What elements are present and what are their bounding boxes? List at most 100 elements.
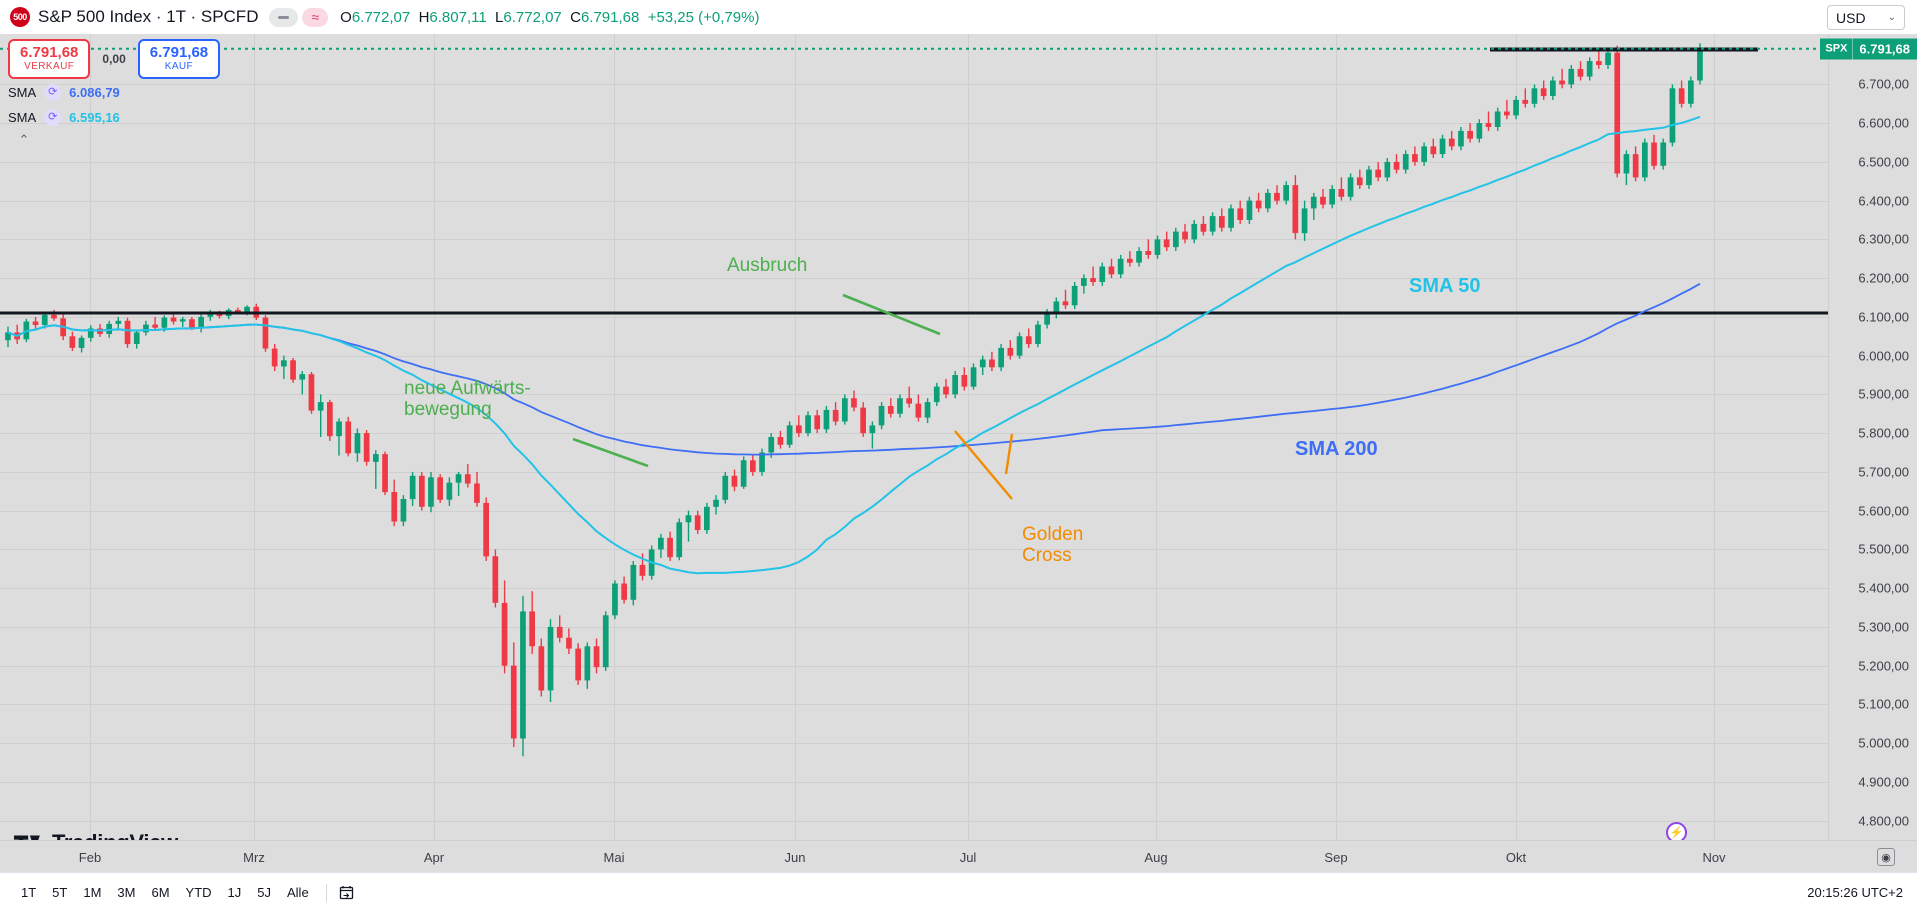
annotation-sma-200-label[interactable]: SMA 200 (1295, 438, 1378, 460)
grid-line (0, 471, 1828, 473)
sell-button[interactable]: 6.791,68 VERKAUF (8, 39, 91, 79)
price-tick-label: 5.100,00 (1858, 696, 1909, 712)
chevron-down-icon: ⌄ (1887, 12, 1896, 23)
refresh-icon[interactable]: ⟳ (44, 109, 62, 127)
indicator-value: 6.595,16 (69, 110, 120, 126)
clock-readout: 20:15:26 UTC+2 (1807, 885, 1903, 900)
close-value: 6.791,68 (580, 8, 640, 26)
axis-divider (1828, 34, 1829, 840)
price-tick-label: 5.000,00 (1858, 735, 1909, 751)
price-tick-label: 5.400,00 (1858, 580, 1909, 596)
buy-button[interactable]: 6.791,68 KAUF (137, 39, 221, 79)
earnings-bolt-icon[interactable]: ⚡ (1666, 822, 1687, 840)
time-tick-label: Mai (603, 850, 625, 865)
chart-legend: 6.791,68 VERKAUF 0,00 6.791,68 KAUF SMA … (0, 34, 520, 148)
grid-line (1516, 34, 1517, 840)
range-button-6m[interactable]: 6M (151, 885, 170, 900)
bid-ask-widget: 6.791,68 VERKAUF 0,00 6.791,68 KAUF (0, 34, 520, 79)
range-button-1j[interactable]: 1J (227, 885, 242, 900)
indicator-row-sma-200[interactable]: SMA ⟳ 6.086,79 (0, 79, 520, 104)
ohlc-readout: O6.772,07 H6.807,11 L6.772,07 C6.791,68 … (340, 9, 759, 26)
grid-line (0, 510, 1828, 512)
currency-selector[interactable]: USD ⌄ (1827, 5, 1905, 30)
grid-line (0, 704, 1828, 706)
open-label: O (340, 8, 352, 26)
price-tick-label: 6.600,00 (1858, 115, 1909, 131)
range-button-alle[interactable]: Alle (287, 885, 309, 900)
chart-settings-icon[interactable]: ◉ (1877, 848, 1895, 866)
price-tick-label: 5.300,00 (1858, 619, 1909, 635)
high-value: 6.807,11 (429, 8, 487, 26)
grid-line (0, 820, 1828, 822)
range-button-3m[interactable]: 3M (117, 885, 136, 900)
time-tick-label: Apr (423, 850, 445, 865)
open-value: 6.772,07 (351, 8, 411, 26)
price-tick-label: 5.200,00 (1858, 658, 1909, 674)
grid-line (1714, 34, 1715, 840)
indicator-name: SMA (8, 85, 37, 101)
change-value: +53,25 (+0,79%) (647, 8, 760, 26)
low-value: 6.772,07 (503, 8, 562, 26)
grid-line (0, 588, 1828, 590)
bottom-toolbar: 1T 5T 1M 3M 6M YTD 1J 5J Alle 20:15:26 UTC+2 (0, 872, 1917, 912)
range-button-1t[interactable]: 1T (21, 885, 37, 900)
indicator-name: SMA (8, 110, 37, 126)
grid-line (0, 239, 1828, 241)
grid-line (795, 34, 796, 840)
tradingview-logo-icon (14, 835, 40, 840)
grid-line (0, 355, 1828, 357)
close-label: C (570, 8, 581, 26)
time-tick-label: Aug (1144, 850, 1168, 865)
current-price-badge: SPX 6.791,68 (1820, 38, 1917, 60)
buy-label: KAUF (164, 61, 194, 73)
sell-price: 6.791,68 (20, 44, 79, 61)
annotation-neue-aufwaertsbewegung[interactable]: neue Aufwärts- bewegung (404, 378, 531, 420)
range-button-5t[interactable]: 5T (52, 885, 68, 900)
grid-line (1156, 34, 1157, 840)
time-tick-label: Jun (784, 850, 806, 865)
range-button-ytd[interactable]: YTD (185, 885, 212, 900)
price-tick-label: 4.900,00 (1858, 774, 1909, 790)
range-button-1m[interactable]: 1M (83, 885, 102, 900)
grid-line (0, 665, 1828, 667)
goto-date-icon[interactable] (337, 883, 357, 903)
price-tick-label: 6.000,00 (1858, 348, 1909, 364)
price-badge-symbol: SPX (1820, 38, 1853, 60)
price-tick-label: 5.600,00 (1858, 503, 1909, 519)
grid-line (614, 34, 615, 840)
grid-line (0, 200, 1828, 202)
overlay-layer (0, 47, 1828, 575)
price-badge-value: 6.791,68 (1852, 38, 1917, 60)
price-tick-label: 4.800,00 (1858, 813, 1909, 829)
indicator-row-sma-50[interactable]: SMA ⟳ 6.595,16 (0, 104, 520, 129)
time-tick-label: Feb (78, 850, 102, 865)
symbol-title[interactable]: S&P 500 Index · 1T · SPCFD (38, 7, 259, 26)
grid-line (0, 316, 1828, 318)
annotation-ausbruch[interactable]: Ausbruch (727, 255, 808, 276)
grid-line (968, 34, 969, 840)
chart-type-bar-icon[interactable] (269, 7, 299, 27)
chart-pane[interactable]: Ausbruch neue Aufwärts- bewegung Golden Cr… (0, 34, 1917, 840)
toolbar-divider (325, 883, 327, 902)
range-button-5j[interactable]: 5J (257, 885, 271, 900)
price-axis[interactable]: 6.700,00 6.600,00 6.500,00 6.400,00 6.300,00… (1820, 34, 1917, 840)
refresh-icon[interactable]: ⟳ (44, 84, 62, 102)
low-label: L (495, 8, 504, 26)
time-axis[interactable]: Feb Mrz Apr Mai Jun Jul Aug Sep Okt Nov ◉ (0, 840, 1917, 872)
grid-line (0, 123, 1828, 125)
annotation-sma-50-label[interactable]: SMA 50 (1409, 275, 1481, 297)
tradingview-watermark: TradingView (14, 830, 178, 840)
grid-line (0, 394, 1828, 396)
spread-value: 0,00 (102, 51, 126, 66)
price-tick-label: 6.300,00 (1858, 231, 1909, 247)
chart-compare-icon[interactable]: ≈ (302, 7, 329, 27)
grid-line (254, 34, 255, 840)
grid-line (0, 743, 1828, 745)
grid-line (0, 781, 1828, 783)
collapse-legend-button[interactable]: ⌃ (18, 131, 30, 147)
currency-label: USD (1836, 9, 1866, 26)
symbol-logo-icon: 500 (10, 7, 30, 27)
tradingview-wordmark: TradingView (52, 830, 178, 840)
annotation-golden-cross[interactable]: Golden Cross (1022, 524, 1084, 566)
grid-line (0, 549, 1828, 551)
